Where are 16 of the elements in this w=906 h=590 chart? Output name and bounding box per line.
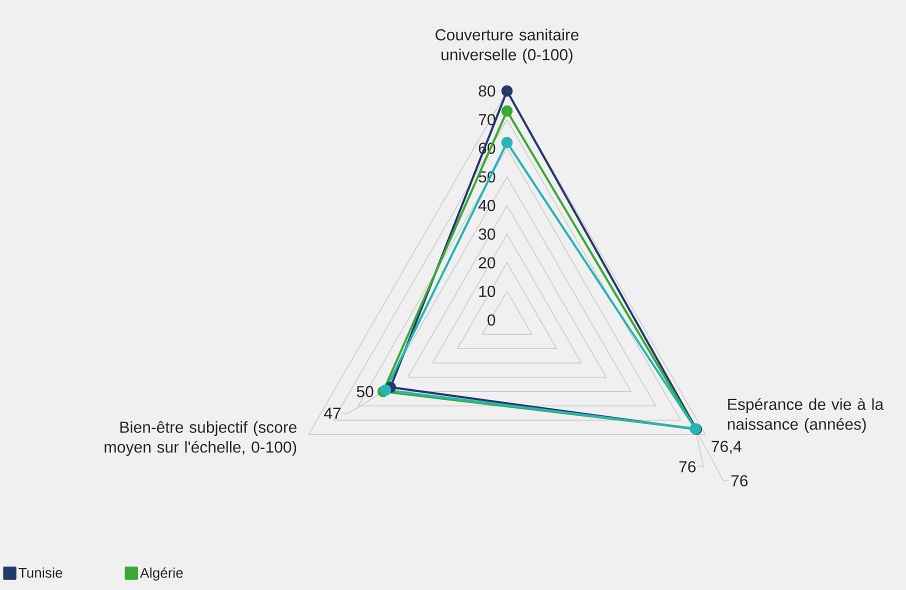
y-tick-label: 30 — [478, 228, 496, 240]
data-label: 76 — [679, 461, 696, 472]
y-tick-label: 40 — [478, 200, 496, 212]
data-label: 47 — [324, 408, 341, 419]
y-tick-label: 0 — [488, 314, 496, 326]
legend-label: Algérie — [140, 567, 183, 581]
legend-label: Tunisie — [18, 568, 62, 578]
y-tick-label: 80 — [478, 85, 496, 97]
y-tick-label: 10 — [479, 286, 496, 298]
data-label: 50 — [356, 386, 374, 398]
spoke-label: Espérance de vie à la naissance (années) — [728, 398, 884, 433]
y-tick-label: 20 — [478, 257, 496, 268]
data-label: 76,4 — [712, 440, 742, 454]
data-label: 76 — [731, 475, 748, 486]
spoke-label: Couverture sanitaire universelle (0-100) — [436, 28, 578, 64]
spoke-label: Bien-être subjectif (score moyen sur l'échelle, 0-100) — [104, 421, 296, 456]
